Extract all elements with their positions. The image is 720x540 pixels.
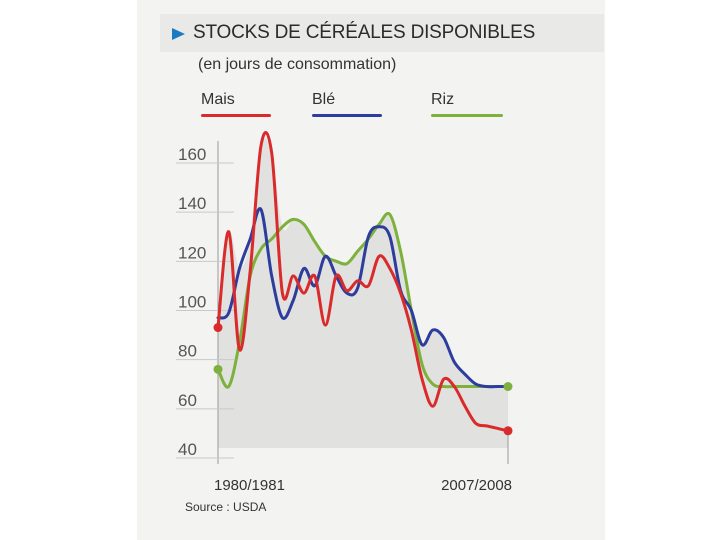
legend-item-mais: Mais bbox=[201, 91, 271, 117]
data-point-start bbox=[213, 323, 223, 333]
chart-subtitle: (en jours de consommation) bbox=[198, 56, 397, 73]
x-tick-label: 2007/2008 bbox=[441, 477, 512, 494]
legend-swatch bbox=[312, 114, 382, 117]
arrow-right-icon bbox=[172, 28, 185, 40]
series-line-blé bbox=[216, 207, 510, 389]
y-tick-label: 100 bbox=[178, 293, 206, 312]
legend-item-riz: Riz bbox=[431, 91, 503, 117]
legend-label: Blé bbox=[312, 91, 336, 108]
chart-title: STOCKS DE CÉRÉALES DISPONIBLES bbox=[193, 22, 536, 43]
data-point-end bbox=[503, 382, 513, 392]
title-bar bbox=[160, 14, 604, 52]
y-tick-label: 160 bbox=[178, 145, 206, 164]
legend-label: Riz bbox=[431, 91, 455, 108]
y-tick-label: 80 bbox=[178, 342, 197, 361]
data-point-start bbox=[213, 364, 223, 374]
legend-item-ble: Blé bbox=[312, 91, 382, 117]
series-line-mais bbox=[216, 131, 510, 433]
legend-swatch bbox=[431, 114, 503, 117]
legend-label: Mais bbox=[201, 91, 235, 108]
data-point-end bbox=[503, 426, 513, 436]
area-shading bbox=[218, 138, 508, 448]
series-line-riz bbox=[216, 211, 510, 389]
y-tick-label: 120 bbox=[178, 243, 206, 262]
y-tick-label: 60 bbox=[178, 391, 197, 410]
legend-swatch bbox=[201, 114, 271, 117]
source-note: Source : USDA bbox=[185, 500, 267, 514]
y-tick-label: 40 bbox=[178, 440, 197, 459]
y-tick-label: 140 bbox=[178, 194, 206, 213]
x-tick-label: 1980/1981 bbox=[214, 477, 285, 494]
